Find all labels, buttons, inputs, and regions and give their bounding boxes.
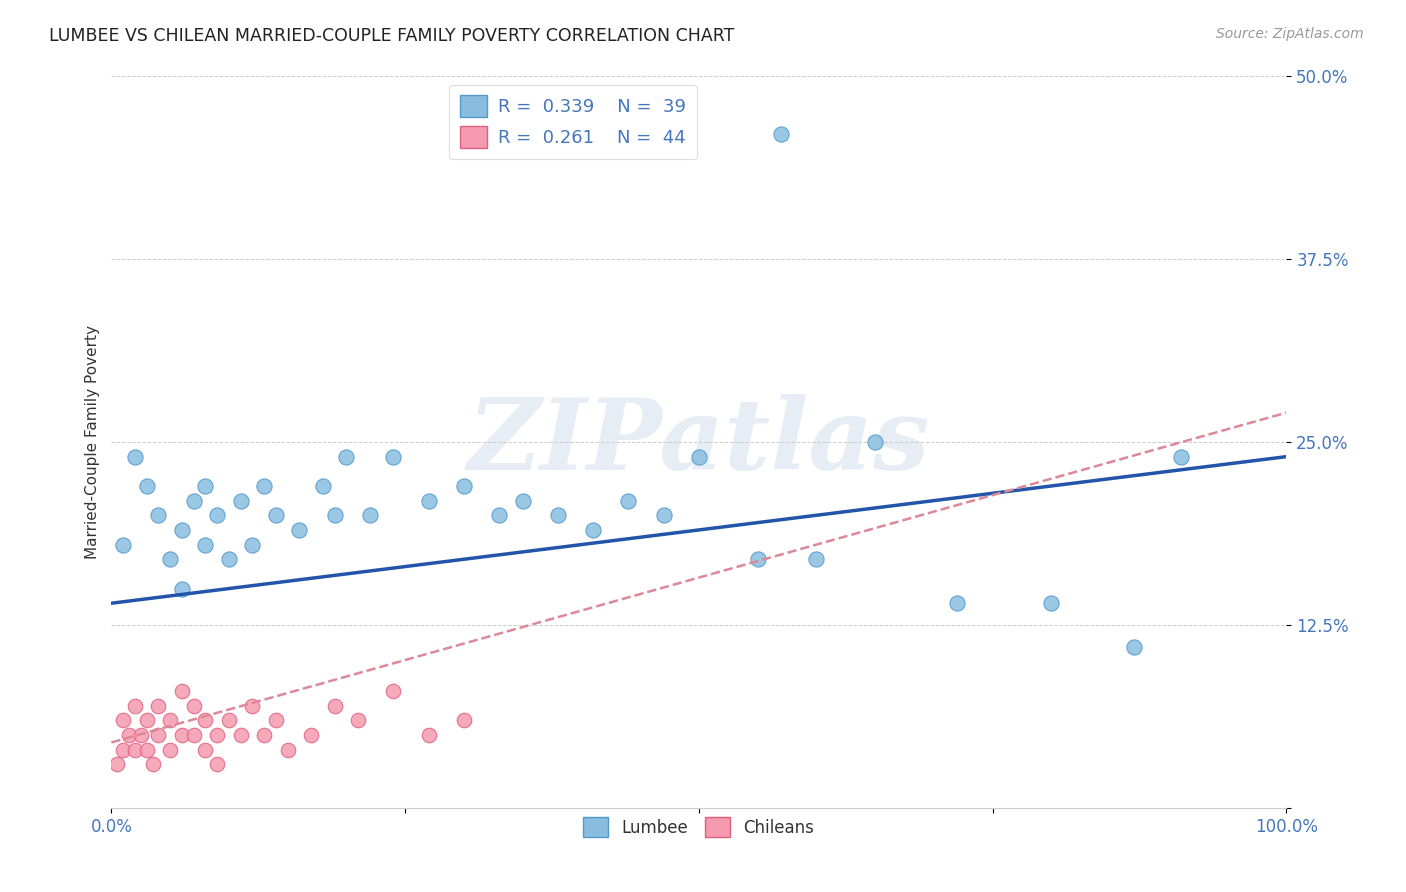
Point [124,698,146,713]
Point [124,450,146,464]
Point [112,714,135,728]
Point [453,714,475,728]
Point [218,714,240,728]
Point [194,743,217,757]
Point [183,493,205,508]
Point [170,523,193,537]
Point [418,728,440,742]
Point [335,450,357,464]
Point [264,714,287,728]
Point [617,493,640,508]
Point [652,508,675,523]
Point [688,450,710,464]
Point [488,508,510,523]
Point [299,728,322,742]
Legend: Lumbee, Chileans: Lumbee, Chileans [576,811,821,844]
Point [105,757,128,772]
Point [194,538,217,552]
Point [194,479,217,493]
Point [946,596,969,610]
Point [242,698,264,713]
Point [382,450,405,464]
Point [1040,596,1063,610]
Point [863,434,886,449]
Point [453,479,475,493]
Point [218,552,240,566]
Point [806,552,828,566]
Point [382,684,405,698]
Point [194,714,217,728]
Point [135,743,157,757]
Point [135,714,157,728]
Point [512,493,534,508]
Point [242,538,264,552]
Point [183,728,205,742]
Point [1170,450,1192,464]
Point [148,508,170,523]
Point [129,728,152,742]
Text: ZIPatlas: ZIPatlas [468,393,931,491]
Point [170,728,193,742]
Point [312,479,335,493]
Point [323,698,346,713]
Point [118,728,141,742]
Point [170,684,193,698]
Point [170,582,193,596]
Y-axis label: Married-Couple Family Poverty: Married-Couple Family Poverty [86,325,100,559]
Point [418,493,440,508]
Point [124,743,146,757]
Point [159,743,181,757]
Point [323,508,346,523]
Point [229,493,252,508]
Point [141,757,163,772]
Point [205,728,228,742]
Point [747,552,769,566]
Point [148,698,170,713]
Point [253,479,276,493]
Point [547,508,569,523]
Text: LUMBEE VS CHILEAN MARRIED-COUPLE FAMILY POVERTY CORRELATION CHART: LUMBEE VS CHILEAN MARRIED-COUPLE FAMILY … [49,27,734,45]
Text: Source: ZipAtlas.com: Source: ZipAtlas.com [1216,27,1364,41]
Point [112,538,135,552]
Point [229,728,252,742]
Point [264,508,287,523]
Point [159,552,181,566]
Point [205,757,228,772]
Point [277,743,299,757]
Point [148,728,170,742]
Point [347,714,370,728]
Point [770,127,793,141]
Point [135,479,157,493]
Point [112,743,135,757]
Point [359,508,381,523]
Point [159,714,181,728]
Point [288,523,311,537]
Point [205,508,228,523]
Point [183,698,205,713]
Point [1122,640,1144,655]
Point [582,523,605,537]
Point [253,728,276,742]
